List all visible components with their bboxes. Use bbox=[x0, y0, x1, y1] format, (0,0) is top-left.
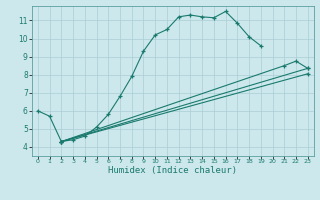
X-axis label: Humidex (Indice chaleur): Humidex (Indice chaleur) bbox=[108, 166, 237, 175]
